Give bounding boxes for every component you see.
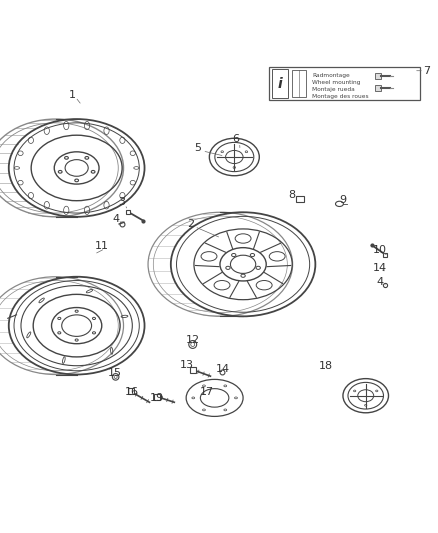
Text: 14: 14 (373, 263, 387, 273)
Text: 5: 5 (194, 143, 201, 154)
Text: Wheel mounting: Wheel mounting (312, 80, 360, 85)
Text: 9: 9 (339, 196, 346, 205)
Text: 11: 11 (95, 241, 109, 251)
Text: i: i (278, 77, 282, 91)
Text: 15: 15 (108, 368, 122, 378)
Text: 6: 6 (232, 134, 239, 144)
Text: 4: 4 (377, 277, 384, 287)
Text: Montaje rueda: Montaje rueda (312, 87, 355, 92)
Text: 14: 14 (216, 364, 230, 374)
Text: 3: 3 (118, 197, 125, 207)
Text: Montage des roues: Montage des roues (312, 94, 369, 99)
Text: 19: 19 (150, 393, 164, 403)
Text: 10: 10 (373, 245, 387, 255)
Text: 7: 7 (424, 66, 431, 76)
Text: 8: 8 (289, 190, 296, 200)
Text: 16: 16 (124, 387, 138, 397)
Text: 1: 1 (69, 90, 76, 100)
Text: 2: 2 (187, 219, 194, 229)
Bar (296, 197, 304, 202)
Text: 4: 4 (113, 214, 120, 224)
Text: 13: 13 (180, 360, 194, 369)
Text: 17: 17 (200, 387, 214, 397)
Text: Radmontage: Radmontage (312, 73, 350, 78)
Text: 12: 12 (186, 335, 200, 345)
Text: 18: 18 (319, 361, 333, 372)
